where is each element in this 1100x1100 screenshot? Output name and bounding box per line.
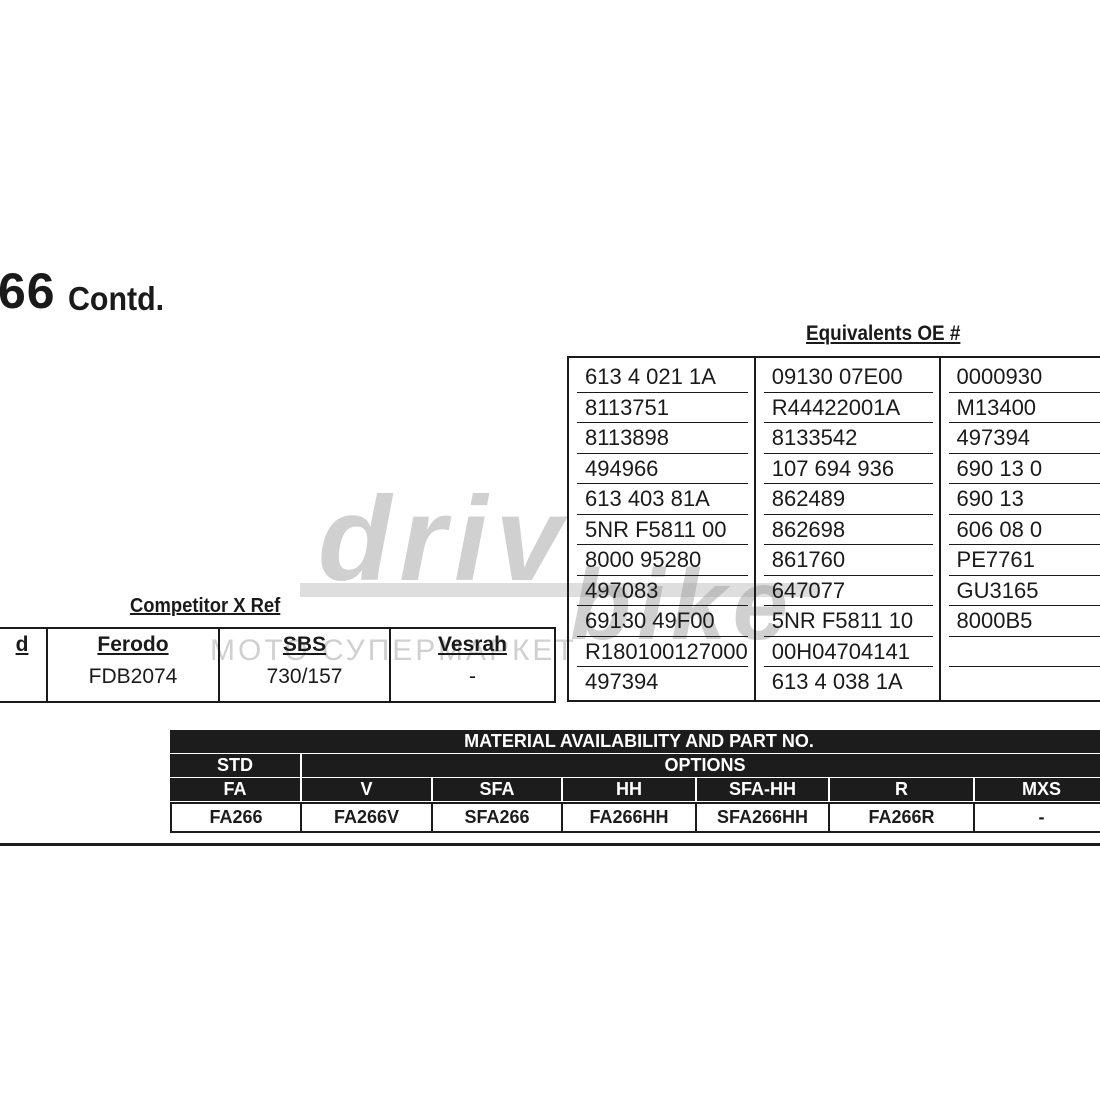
part-number-value: - (975, 804, 1100, 831)
option-header: R (830, 778, 975, 801)
part-number-value: FA266V (302, 804, 433, 831)
equivalent-part-number: 0000930 (948, 362, 1100, 393)
part-number-value: SFA266HH (697, 804, 830, 831)
equivalent-part-number: 09130 07E00 (763, 362, 933, 393)
competitor-col: SBS 730/157 (220, 629, 391, 701)
equivalent-part-number: 862489 (763, 484, 933, 515)
equivalent-part-number: 00H04704141 (763, 637, 933, 667)
equivalent-part-number: 8000 95280 (577, 545, 748, 576)
part-number-value: FA266 (172, 804, 302, 831)
material-table: MATERIAL AVAILABILITY AND PART NO. STD O… (170, 730, 1100, 833)
equivalent-part-number: 862698 (763, 515, 933, 545)
part-number-title: 66 (0, 263, 56, 319)
material-title: MATERIAL AVAILABILITY AND PART NO. (170, 730, 1100, 753)
competitor-header: d (15, 633, 29, 656)
part-number-value: SFA266 (433, 804, 563, 831)
equivalent-part-number: 8000B5 (948, 606, 1100, 637)
equivalent-part-number: R44422001A (763, 393, 933, 423)
option-header: HH (563, 778, 697, 801)
bottom-rule (0, 843, 1100, 846)
equivalents-heading: Equivalents OE # (806, 322, 961, 345)
equivalent-part-number: 5NR F5811 00 (577, 515, 748, 545)
equivalents-table: 613 4 021 1A 8113751 8113898 494966 613 403 … (567, 356, 1100, 702)
option-header: SFA-HH (697, 778, 830, 801)
equivalent-part-number: PE7761 (948, 545, 1100, 576)
option-header: MXS (975, 778, 1100, 801)
equivalents-column: 09130 07E00 R44422001A 8133542 107 694 936 8… (756, 358, 941, 700)
competitor-value: 730/157 (266, 665, 343, 688)
equivalent-part-number: 861760 (763, 545, 933, 576)
equivalent-part-number: 606 08 0 (948, 515, 1100, 545)
equivalent-part-number: R180100127000 (577, 637, 748, 667)
competitor-heading: Competitor X Ref (130, 595, 281, 617)
competitor-col: d (0, 629, 48, 701)
competitor-value: - (469, 665, 476, 688)
equivalent-part-number: 8113898 (577, 423, 748, 454)
competitor-value: FDB2074 (88, 665, 178, 688)
equivalent-part-number (949, 667, 1100, 697)
equivalent-part-number: 69130 49F00 (577, 606, 748, 637)
equivalent-part-number: 647077 (763, 576, 933, 606)
equivalent-part-number: 497394 (585, 669, 659, 694)
equivalent-part-number: 690 13 (948, 484, 1100, 515)
equivalent-part-number: 5NR F5811 10 (763, 606, 933, 637)
part-number-value: FA266R (830, 804, 975, 831)
equivalent-part-number (948, 637, 1100, 667)
equivalent-part-number: 613 4 038 1A (771, 669, 903, 694)
competitor-header: Ferodo (97, 633, 169, 656)
equivalent-part-number: 690 13 0 (948, 454, 1100, 484)
equivalent-part-number: 494966 (577, 454, 748, 484)
equivalent-part-number: 497083 (577, 576, 748, 606)
equivalent-part-number: 613 4 021 1A (577, 362, 748, 393)
equivalent-part-number: 107 694 936 (763, 454, 933, 484)
equivalents-column: 0000930 M13400 497394 690 13 0 690 13 606 08 … (941, 358, 1100, 700)
options-label: OPTIONS (302, 754, 1100, 777)
equivalent-part-number: GU3165 (948, 576, 1100, 606)
competitor-table: d Ferodo FDB2074 SBS 730/157 Vesrah - (0, 627, 556, 703)
equivalent-part-number: 8113751 (577, 393, 748, 423)
competitor-col: Vesrah - (391, 629, 554, 701)
watermark-bar (300, 583, 820, 597)
equivalent-part-number: M13400 (948, 393, 1100, 423)
part-number-value: FA266HH (563, 804, 697, 831)
title-continued: Contd. (68, 280, 165, 317)
competitor-header: Vesrah (438, 633, 507, 656)
std-label: STD (170, 754, 302, 777)
option-header: SFA (433, 778, 563, 801)
equivalents-column: 613 4 021 1A 8113751 8113898 494966 613 403 … (569, 358, 756, 700)
option-header: V (302, 778, 433, 801)
equivalent-part-number: 8133542 (763, 423, 933, 454)
equivalent-part-number: 613 403 81A (577, 484, 748, 515)
competitor-header: SBS (282, 633, 327, 656)
option-header: FA (170, 778, 302, 801)
competitor-col: Ferodo FDB2074 (48, 629, 220, 701)
equivalent-part-number: 497394 (948, 423, 1100, 454)
